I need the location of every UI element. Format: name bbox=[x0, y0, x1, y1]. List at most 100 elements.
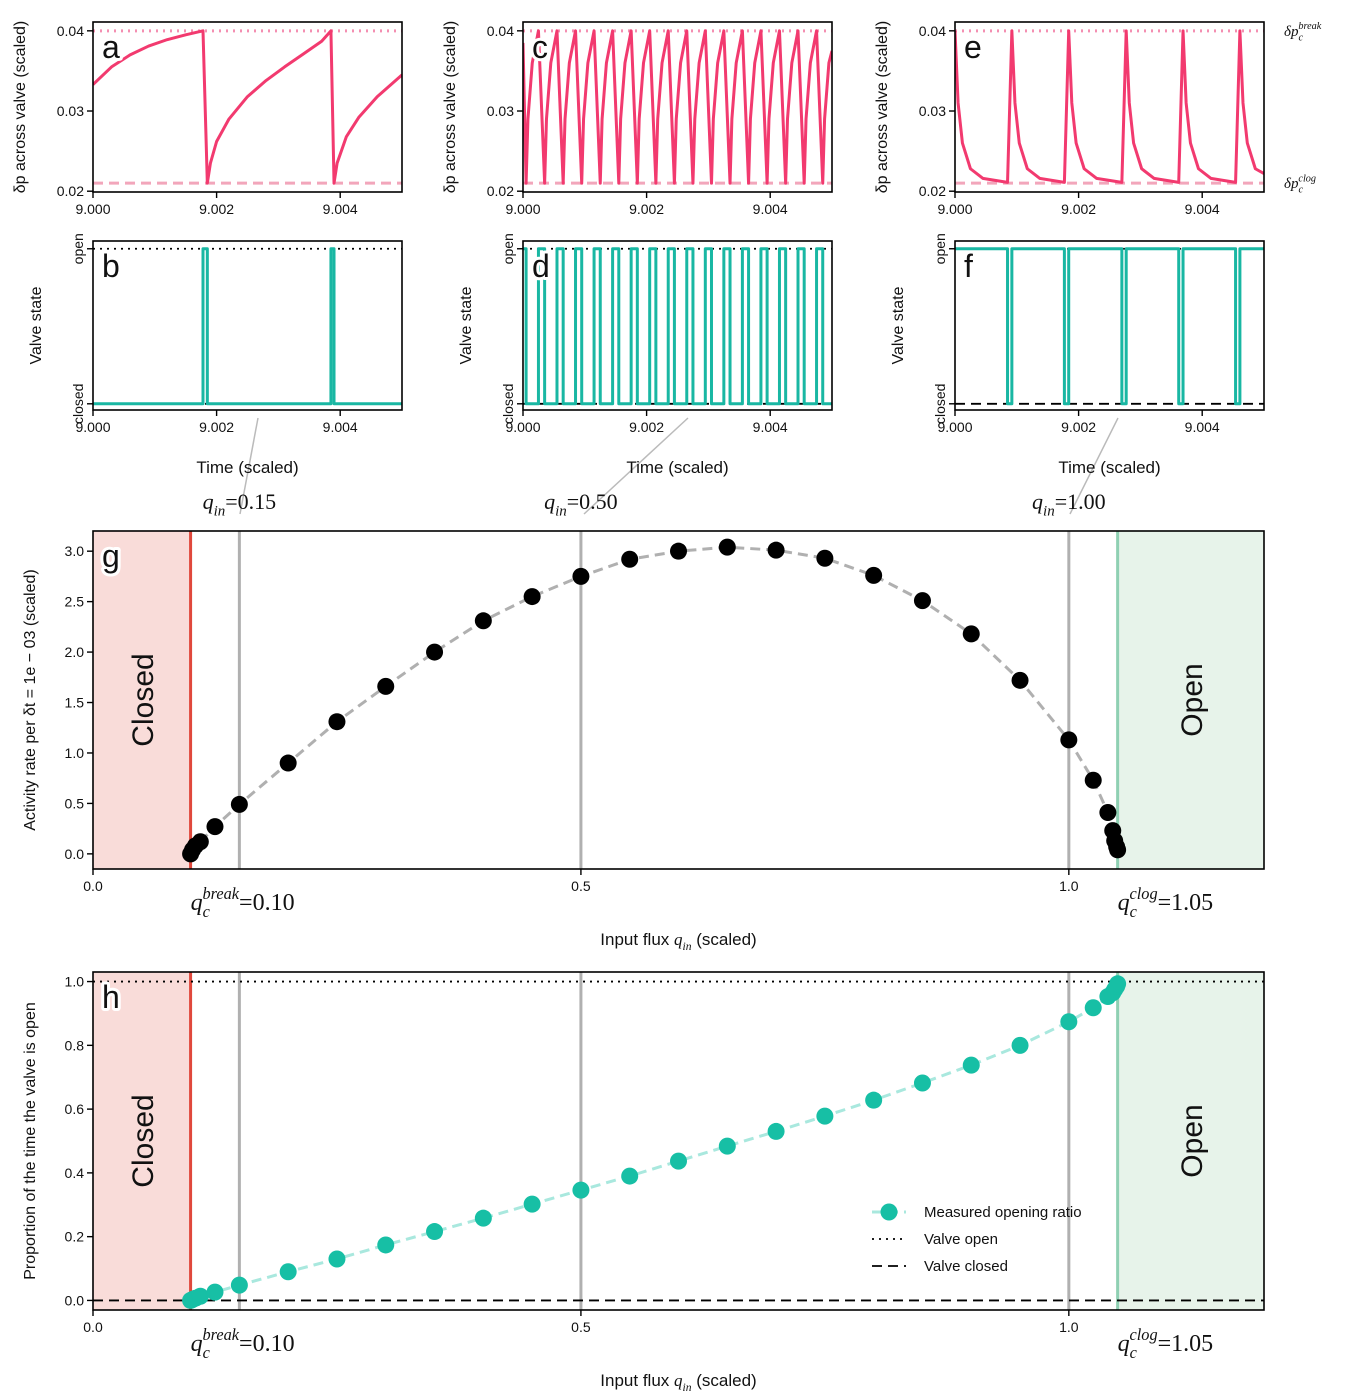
sub-part: c bbox=[203, 902, 211, 921]
x-tick-label: 9.002 bbox=[199, 201, 234, 217]
x-tick-label: 9.004 bbox=[323, 201, 358, 217]
region-label: Closed bbox=[127, 653, 160, 746]
y-axis-label: δp across valve (scaled) bbox=[12, 21, 29, 194]
sup-part: break bbox=[202, 884, 239, 903]
var-part: q bbox=[544, 489, 555, 514]
suffix-part: =1.05 bbox=[1158, 1331, 1214, 1357]
point bbox=[962, 1056, 980, 1074]
region-label: Open bbox=[1176, 1104, 1209, 1177]
y-tick-label: 0.0 bbox=[65, 1292, 85, 1308]
sub-part: in bbox=[683, 1381, 692, 1392]
plot-frame bbox=[92, 530, 1265, 870]
var-part: q bbox=[1118, 890, 1130, 916]
point bbox=[191, 1287, 209, 1305]
connector bbox=[1069, 417, 1119, 515]
panel-letter: f bbox=[964, 248, 973, 284]
sup-part: clog bbox=[1130, 1325, 1158, 1344]
x-tick-label: 9.000 bbox=[75, 419, 110, 435]
y-tick-label: 0.6 bbox=[65, 1101, 85, 1117]
x-tick-label: 0.0 bbox=[83, 1319, 103, 1335]
threshold-label: qcclog=1.05 bbox=[1118, 884, 1214, 921]
y-axis-label: Valve state bbox=[458, 286, 475, 364]
panel-letter: c bbox=[532, 29, 548, 65]
text-part: Input flux bbox=[600, 1371, 674, 1390]
plot-frame bbox=[92, 971, 1265, 1311]
var-part: q bbox=[1032, 489, 1043, 514]
point bbox=[718, 1137, 736, 1155]
point bbox=[1011, 1036, 1029, 1054]
x-tick-label: 9.002 bbox=[629, 201, 664, 217]
x-tick-label: 9.000 bbox=[75, 201, 110, 217]
y-axis-label: Activity rate per δt = 1e − 03 (scaled) bbox=[22, 569, 39, 830]
x-tick-label: 9.000 bbox=[505, 419, 540, 435]
sub-part: in bbox=[214, 504, 226, 520]
y-tick-label: 1.5 bbox=[65, 695, 85, 711]
series-line bbox=[523, 247, 832, 406]
sub-part: in bbox=[555, 504, 567, 520]
series-line bbox=[93, 29, 402, 185]
point bbox=[572, 567, 590, 585]
legend-label: Measured opening ratio bbox=[924, 1204, 1082, 1221]
y-tick-label: closed bbox=[500, 384, 516, 424]
point bbox=[377, 1236, 395, 1254]
x-tick-label: 1.0 bbox=[1059, 1319, 1079, 1335]
x-axis-label: Time (scaled) bbox=[196, 458, 298, 477]
reference-label: δpcclog bbox=[1284, 173, 1316, 195]
y-axis-label: δp across valve (scaled) bbox=[874, 21, 891, 194]
point bbox=[1084, 771, 1102, 789]
y-tick-label: 2.0 bbox=[65, 644, 85, 660]
trend-line bbox=[189, 545, 1120, 855]
y-tick-label: 0.4 bbox=[65, 1165, 85, 1181]
suffix-part: =0.15 bbox=[225, 489, 276, 514]
point bbox=[279, 1263, 297, 1281]
x-tick-label: 9.004 bbox=[323, 419, 358, 435]
point bbox=[206, 818, 224, 836]
y-tick-label: 0.03 bbox=[487, 103, 514, 119]
x-tick-label: 9.004 bbox=[1185, 419, 1220, 435]
y-tick-label: 0.03 bbox=[919, 103, 946, 119]
y-tick-label: 0.5 bbox=[65, 795, 85, 811]
x-tick-label: 0.5 bbox=[571, 1319, 591, 1335]
x-axis-label: Input flux qin (scaled) bbox=[600, 1371, 756, 1392]
point bbox=[523, 588, 541, 606]
legend-marker bbox=[880, 1203, 898, 1221]
marker-label: qin=0.15 bbox=[203, 489, 277, 520]
text-part: Input flux bbox=[600, 930, 674, 949]
point bbox=[913, 592, 931, 610]
y-axis-label: Valve state bbox=[890, 286, 907, 364]
var-part: q bbox=[191, 890, 203, 916]
end-part: (scaled) bbox=[692, 930, 757, 949]
point bbox=[1109, 975, 1127, 993]
point bbox=[474, 1209, 492, 1227]
point bbox=[816, 549, 834, 567]
point bbox=[865, 1091, 883, 1109]
point bbox=[572, 1181, 590, 1199]
plot-frame bbox=[954, 21, 1265, 193]
y-tick-label: 0.02 bbox=[919, 183, 946, 199]
sub-part: c bbox=[1130, 902, 1138, 921]
reference-label: δpcbreak bbox=[1284, 21, 1322, 43]
y-tick-label: 0.8 bbox=[65, 1037, 85, 1053]
x-tick-label: 9.000 bbox=[937, 419, 972, 435]
y-axis-label: Valve state bbox=[28, 286, 45, 364]
y-tick-label: open bbox=[500, 233, 516, 264]
point bbox=[1060, 731, 1078, 749]
plot-frame bbox=[522, 21, 833, 193]
suffix-part: =1.00 bbox=[1055, 489, 1106, 514]
y-tick-label: 0.04 bbox=[487, 23, 514, 39]
point bbox=[962, 625, 980, 643]
region bbox=[93, 531, 191, 869]
threshold-label: qcbreak=0.10 bbox=[191, 884, 295, 921]
x-tick-label: 9.004 bbox=[753, 419, 788, 435]
y-axis-label: Proportion of the time the valve is open bbox=[22, 1002, 39, 1280]
x-tick-label: 9.004 bbox=[753, 201, 788, 217]
suffix-part: =1.05 bbox=[1158, 890, 1214, 916]
x-tick-label: 0.0 bbox=[83, 878, 103, 894]
point bbox=[474, 612, 492, 630]
sub-part: in bbox=[1043, 504, 1055, 520]
y-tick-label: closed bbox=[932, 384, 948, 424]
connector bbox=[239, 417, 259, 515]
y-tick-label: closed bbox=[70, 384, 86, 424]
plot-frame bbox=[954, 240, 1265, 411]
